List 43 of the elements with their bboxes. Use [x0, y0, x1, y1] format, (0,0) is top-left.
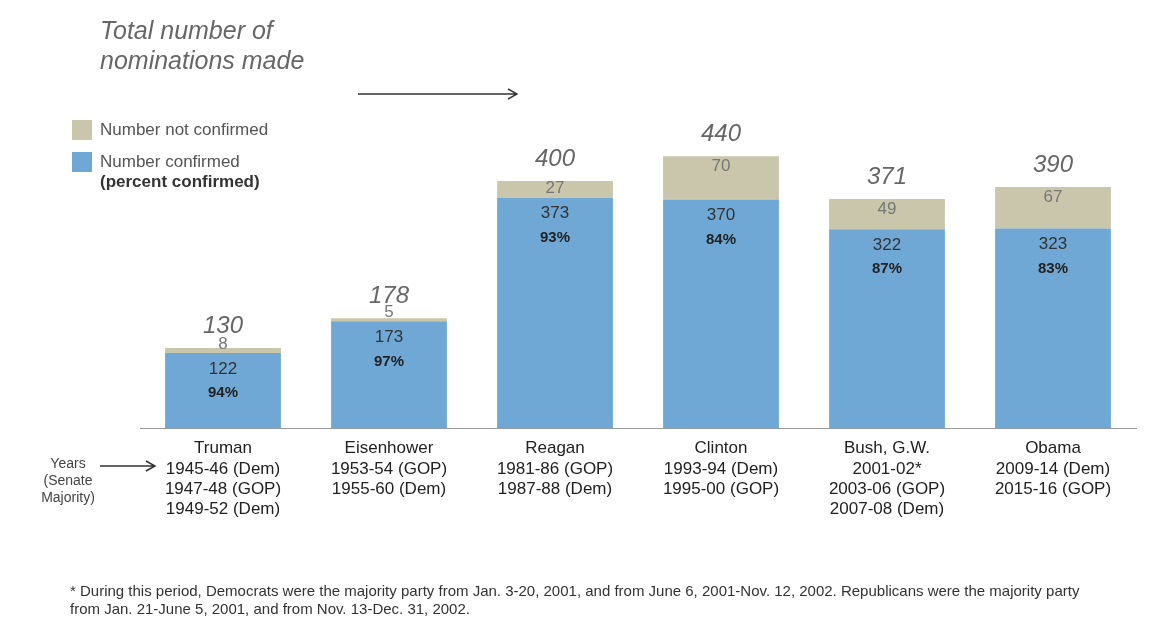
x-tick-label: Obama 2009-14 (Dem) 2015-16 (GOP) — [994, 438, 1112, 499]
total-label: 440 — [700, 118, 742, 146]
data-label: 67 — [1043, 186, 1063, 206]
x-tick-label: Bush, G.W. 2001-02* 2003-06 (GOP) 2007-08 (Dem) — [828, 438, 946, 519]
bar — [165, 352, 281, 429]
bar — [331, 321, 447, 429]
bar — [995, 228, 1111, 429]
x-tick-label: Eisenhower 1953-54 (GOP) 1955-60 (Dem) — [330, 438, 448, 499]
annotation: 84% — [705, 229, 737, 247]
text: Total number of nominations made — [100, 15, 306, 75]
bar — [663, 156, 779, 200]
total-label: 371 — [866, 161, 908, 189]
bar — [995, 187, 1111, 229]
data-label: 49 — [877, 198, 897, 218]
text: Years (Senate Majority) — [40, 455, 96, 506]
data-label: 70 — [711, 155, 731, 175]
annotation: 97% — [373, 351, 405, 369]
bar — [663, 199, 779, 429]
data-label: 27 — [545, 178, 565, 198]
data-label: 373 — [540, 203, 570, 223]
data-label: 173 — [374, 327, 404, 347]
legend-label: Number not confirmed — [100, 120, 269, 140]
annotation: 94% — [207, 383, 239, 401]
total-label: 400 — [534, 143, 576, 171]
legend-label: Number confirmed (percent confirmed) — [100, 152, 260, 192]
data-label: 370 — [706, 205, 736, 225]
bar — [497, 197, 613, 429]
data-label: 323 — [1038, 234, 1068, 254]
x-tick-label: Truman 1945-46 (Dem) 1947-48 (GOP) 1949-52 (Dem) — [164, 438, 282, 519]
bar — [497, 180, 613, 198]
total-label: 390 — [1032, 149, 1074, 177]
x-tick-label: Reagan 1981-86 (GOP) 1987-88 (Dem) — [496, 438, 614, 499]
annotation: 93% — [539, 227, 571, 245]
x-tick-label: Clinton 1993-94 (Dem) 1995-00 (GOP) — [662, 438, 780, 499]
bar — [165, 347, 281, 353]
annotation: 87% — [871, 259, 903, 277]
data-label: 122 — [208, 358, 238, 378]
bar — [331, 318, 447, 322]
text: * During this period, Democrats were the majority party from Jan. 3-20, 2001, and from June 6, 2001-Nov. 12, 2002. Republicans were the majority party from Jan. 21-June 5, 2001, and from Nov. 13-Dec. 31, 2002. — [70, 582, 1081, 618]
data-label: 322 — [872, 234, 902, 254]
bar — [829, 198, 945, 230]
annotation: 83% — [1037, 258, 1069, 276]
bar — [829, 229, 945, 429]
